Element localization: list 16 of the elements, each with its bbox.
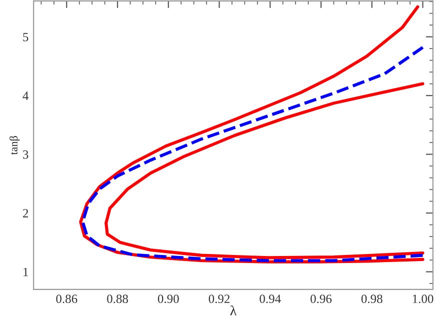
x-tick-label: 0.86 <box>56 294 78 304</box>
x-tick-label: 0.96 <box>310 294 332 304</box>
x-tick-label: 0.88 <box>107 294 128 304</box>
x-tick-label: 0.90 <box>158 294 179 304</box>
y-tick-label: 5 <box>23 32 28 42</box>
x-axis-title: λ <box>230 305 237 316</box>
y-tick-label: 4 <box>22 92 29 100</box>
x-tick-label: 0.92 <box>208 294 230 304</box>
x-tick-label: 0.94 <box>260 294 281 304</box>
y-tick-label: 3 <box>23 150 28 159</box>
y-tick-label: 1 <box>24 268 28 276</box>
line-series <box>81 46 424 262</box>
y-axis-title: tanβ <box>9 136 20 155</box>
x-tick-label: 1.00 <box>412 294 434 304</box>
y-tick-label: 2 <box>23 209 28 218</box>
x-tick-label: 0.98 <box>361 294 382 304</box>
